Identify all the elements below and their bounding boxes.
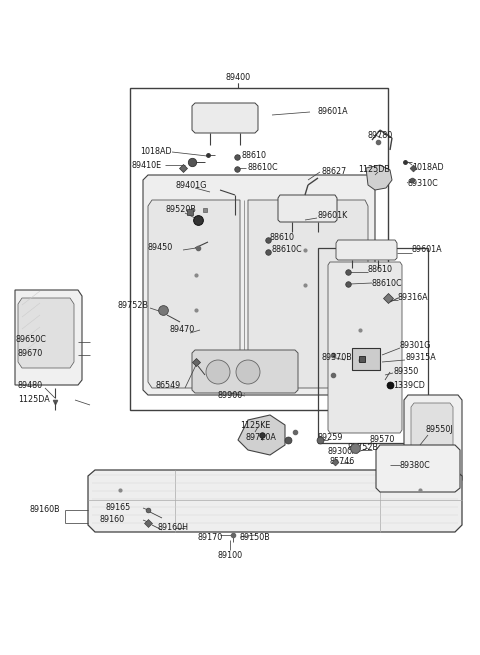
Polygon shape	[328, 262, 402, 433]
Text: 1125KE: 1125KE	[240, 421, 270, 430]
Text: 89601K: 89601K	[318, 210, 348, 219]
Text: 89310C: 89310C	[407, 179, 438, 187]
Text: 89165: 89165	[105, 502, 130, 512]
Text: 89780: 89780	[368, 130, 393, 140]
Text: 88610C: 88610C	[372, 278, 403, 288]
Text: 1125DA: 1125DA	[18, 396, 50, 405]
Polygon shape	[278, 195, 337, 222]
Polygon shape	[88, 470, 462, 532]
Text: 89400: 89400	[226, 73, 251, 83]
Text: 89160H: 89160H	[158, 523, 189, 533]
Bar	[352, 348, 380, 370]
Text: 89300A: 89300A	[328, 447, 359, 457]
Text: 88610: 88610	[242, 151, 267, 160]
Text: 89900: 89900	[218, 390, 243, 400]
Text: 89520B: 89520B	[165, 206, 196, 214]
Text: 88610: 88610	[368, 265, 393, 274]
Text: 89570: 89570	[370, 436, 396, 445]
Circle shape	[206, 360, 230, 384]
Polygon shape	[15, 290, 82, 385]
Text: 89301G: 89301G	[400, 341, 432, 350]
Text: 89160B: 89160B	[30, 506, 60, 514]
Text: 89752B: 89752B	[348, 443, 379, 453]
Polygon shape	[143, 175, 375, 395]
Polygon shape	[336, 240, 397, 260]
Bar	[130, 88, 388, 410]
Polygon shape	[18, 298, 74, 368]
Text: 89315A: 89315A	[405, 354, 436, 362]
Text: 89601A: 89601A	[318, 107, 348, 117]
Text: 88610C: 88610C	[248, 164, 278, 172]
Text: 89601A: 89601A	[412, 246, 443, 255]
Text: 1339CD: 1339CD	[393, 381, 425, 390]
Text: 1125DB: 1125DB	[358, 166, 390, 174]
Text: 1018AD: 1018AD	[412, 164, 444, 172]
Text: 89100: 89100	[217, 550, 242, 559]
Polygon shape	[411, 403, 453, 476]
Text: 89160: 89160	[100, 515, 125, 525]
Text: 86549: 86549	[155, 381, 180, 390]
Text: 89401G: 89401G	[175, 181, 206, 189]
Text: 85746: 85746	[330, 457, 355, 466]
Text: 1018AD: 1018AD	[140, 147, 172, 157]
Text: 89370B: 89370B	[322, 354, 353, 362]
Text: 88610: 88610	[270, 233, 295, 242]
Bar	[318, 248, 428, 443]
Text: 89316A: 89316A	[398, 293, 429, 303]
Polygon shape	[248, 200, 368, 388]
Text: 89350: 89350	[393, 367, 418, 377]
Text: 89410E: 89410E	[132, 160, 162, 170]
Text: 89650C: 89650C	[15, 335, 46, 345]
Text: 88627: 88627	[322, 168, 347, 176]
Text: 89670: 89670	[18, 348, 43, 358]
Circle shape	[236, 360, 260, 384]
Text: 89720A: 89720A	[245, 434, 276, 443]
Polygon shape	[404, 395, 462, 485]
Text: 88610C: 88610C	[272, 246, 302, 255]
Polygon shape	[148, 200, 240, 388]
Text: 89380C: 89380C	[400, 460, 431, 470]
Polygon shape	[376, 445, 460, 492]
Polygon shape	[192, 103, 258, 133]
Text: 89259: 89259	[318, 434, 344, 443]
Text: 89150B: 89150B	[240, 534, 271, 542]
Polygon shape	[366, 165, 392, 190]
Text: 89480: 89480	[18, 381, 43, 390]
Text: 89450: 89450	[148, 244, 173, 252]
Text: 89752B: 89752B	[118, 301, 149, 310]
Polygon shape	[238, 415, 285, 455]
Polygon shape	[192, 350, 298, 393]
Text: 89550J: 89550J	[425, 426, 453, 434]
Text: 89170: 89170	[198, 534, 223, 542]
Text: 89470: 89470	[170, 326, 195, 335]
